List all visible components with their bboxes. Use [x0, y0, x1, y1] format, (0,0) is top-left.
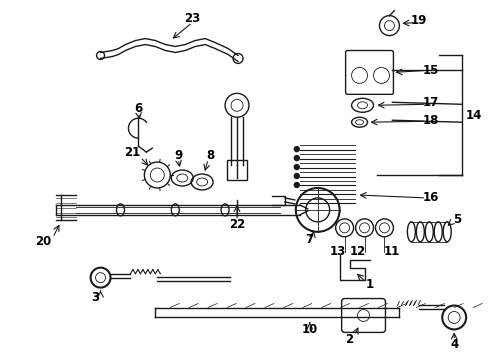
Bar [227, 160, 247, 180]
Text: 14: 14 [466, 109, 482, 122]
Text: 5: 5 [453, 213, 461, 226]
Text: 2: 2 [345, 333, 354, 346]
Text: 17: 17 [423, 96, 440, 109]
Text: 4: 4 [450, 338, 458, 351]
Text: 20: 20 [35, 235, 51, 248]
Text: 21: 21 [124, 145, 141, 159]
Text: 11: 11 [383, 245, 399, 258]
Circle shape [294, 183, 299, 188]
Text: 18: 18 [423, 114, 440, 127]
Circle shape [294, 165, 299, 170]
Text: 9: 9 [174, 149, 182, 162]
Text: 3: 3 [92, 291, 99, 304]
Text: 16: 16 [423, 192, 440, 204]
Text: 8: 8 [206, 149, 214, 162]
Text: 15: 15 [423, 64, 440, 77]
Circle shape [294, 156, 299, 161]
Text: 1: 1 [366, 278, 373, 291]
Text: 6: 6 [134, 102, 143, 115]
Text: 23: 23 [184, 12, 200, 25]
Text: 7: 7 [306, 233, 314, 246]
Circle shape [294, 147, 299, 152]
Text: 10: 10 [302, 323, 318, 336]
Text: 12: 12 [349, 245, 366, 258]
Text: 19: 19 [411, 14, 427, 27]
Text: 13: 13 [329, 245, 346, 258]
Text: 22: 22 [229, 218, 245, 231]
Circle shape [294, 174, 299, 179]
